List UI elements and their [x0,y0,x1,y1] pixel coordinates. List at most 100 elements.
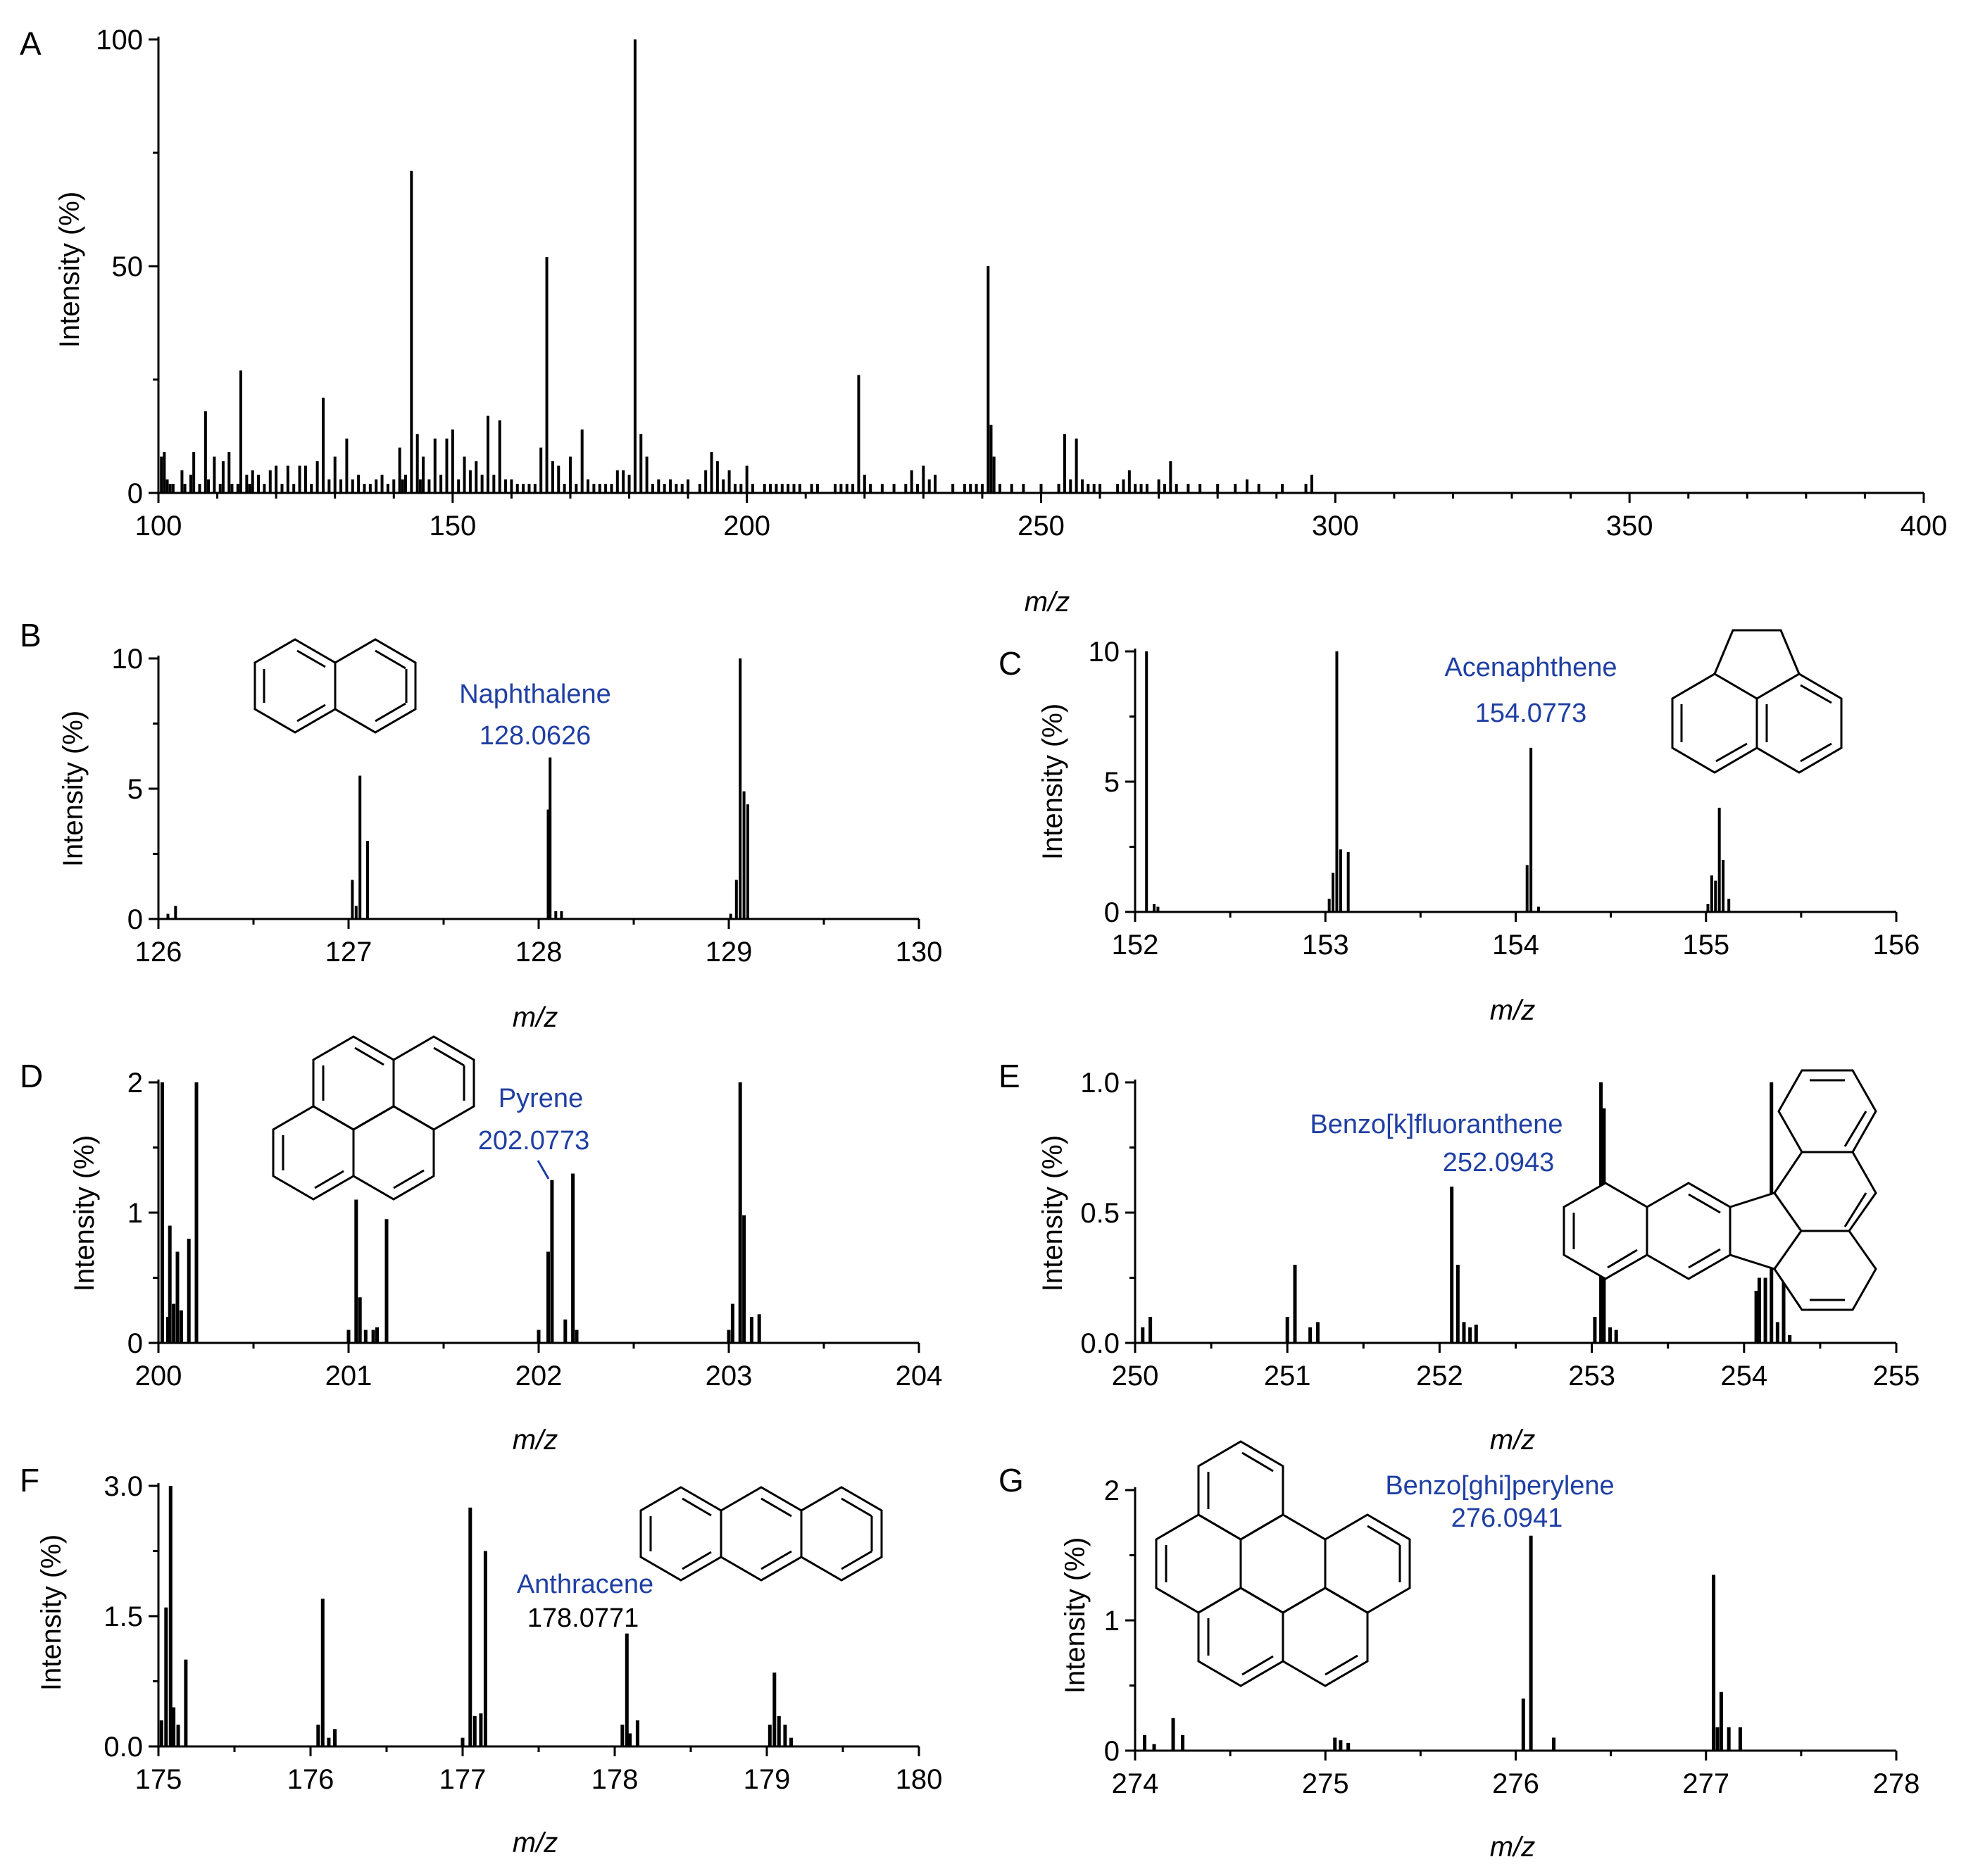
peak-bar-f [772,1672,777,1746]
x-tick-label-e: 250 [1112,1361,1159,1392]
peak-bar-a [592,484,596,493]
y-axis-label-f: Intensity (%) [36,1534,67,1691]
x-tick-label-e: 253 [1568,1361,1615,1392]
peak-bar-f [461,1737,465,1746]
peak-bar-g [1738,1727,1742,1751]
peak-bar-a [633,39,637,493]
benzo-ghi-perylene-structure [1155,1440,1411,1687]
peak-bar-a [486,415,489,493]
peak-bar-a [880,484,884,493]
peak-bar-b [746,804,749,919]
peak-bar-a [916,484,920,493]
peak-bar-a [163,452,166,493]
peak-bar-a [248,484,251,493]
naphthalene-ring-right [334,638,417,734]
x-tick-label-c: 152 [1112,930,1159,961]
peak-bar-a [687,479,690,493]
peak-bar-g [1152,1744,1156,1751]
peak-bar-g [1552,1737,1556,1751]
peak-bar-a [557,465,561,493]
peak-bar-a [951,484,955,493]
peak-bar-d [179,1310,183,1343]
naphthalene-double-bond [296,704,326,723]
peak-bar-a [1257,484,1260,493]
peak-bar-c [1529,747,1533,912]
annotation-name-g: Benzo[ghi]perylene [1385,1471,1614,1501]
peak-bar-a [1039,484,1043,493]
peak-bar-c [1346,851,1350,912]
peak-bar-d [175,1251,180,1343]
annotation-mass-b: 128.0626 [480,721,591,751]
pyrene-ring-left [272,1105,355,1201]
anthracene-double-bond [841,1550,872,1570]
x-tick-label-a: 200 [723,511,770,542]
x-tick-label-a: 350 [1606,511,1653,542]
peak-bar-c [1335,651,1339,912]
peak-bar-c [1536,906,1540,912]
peak-bar-a [268,470,272,493]
peak-bar-a [230,484,234,493]
peak-bar-c [1145,651,1148,912]
peak-bar-f [333,1729,337,1746]
peak-bar-a [418,479,422,493]
plot-area-g: 0 1 2 274 275 276 277 278 [1104,1475,1920,1799]
peak-bar-a [398,447,401,493]
peak-bar-a [439,475,443,493]
plot-area-f: 0.0 1.5 3.0 175 176 177 178 179 180 [104,1471,942,1795]
peak-bar-b [354,906,358,919]
peak-bar-f [620,1725,625,1746]
acenaphthene-bridge [1713,629,1801,675]
x-tick-label-c: 155 [1682,930,1729,961]
peak-bar-d [727,1330,731,1343]
panel-d: D Intensity (%) m/z Pyrene 202.0773 0 1 2 2… [20,1035,942,1456]
peak-bar-f [176,1725,180,1746]
bghip-ring-top [1197,1440,1284,1541]
x-tick-label-e: 252 [1416,1361,1463,1392]
peak-bar-a [1245,479,1248,493]
bghip-double-bond [1367,1525,1401,1546]
anthracene-ring-2 [720,1486,803,1582]
peak-bar-f [625,1633,629,1746]
peak-bar-e [1614,1330,1618,1343]
peak-bar-e [1450,1187,1454,1343]
peak-bar-a [587,479,590,493]
peak-bar-a [927,479,931,493]
peak-bar-a [168,484,172,493]
peak-bar-a [410,170,413,493]
x-tick-label-b: 128 [515,937,563,968]
peak-bar-f [472,1715,477,1746]
panel-c: C Intensity (%) m/z Acenaphthene 154.077… [998,629,1920,1026]
peak-bar-c [1153,903,1156,912]
peak-bar-a [1187,484,1190,493]
peak-bar-a [522,484,525,493]
peak-bar-f [159,1720,163,1746]
x-tick-label-g: 277 [1682,1768,1729,1799]
peak-bar-a [386,484,389,493]
x-tick-label-d: 202 [515,1361,563,1392]
y-tick-label-a: 100 [96,25,143,56]
peak-bar-a [221,461,225,493]
peak-bar-a [998,484,1002,493]
peak-bar-a [639,434,643,493]
y-tick-label-c: 5 [1104,767,1120,798]
peak-bar-a [171,484,175,493]
peak-bar-c [1327,899,1331,912]
annotation-name-d: Pyrene [499,1084,583,1113]
peak-bar-a [1169,461,1172,493]
peak-bar-c [1710,875,1713,912]
peak-bar-g [1333,1737,1337,1751]
pyrene-ring-right [392,1035,475,1131]
peak-bar-a [1116,484,1120,493]
acenaphthene-double-bond [1715,742,1748,763]
x-tick-label-f: 176 [287,1764,334,1795]
peak-bar-e [1763,1277,1767,1343]
peak-bar-a [380,475,384,493]
panel-letter-e: E [998,1058,1020,1094]
y-tick-label-b: 0 [127,904,143,935]
peak-bar-a [1022,484,1025,493]
peak-bar-a [780,484,784,493]
peak-bar-f [783,1725,787,1746]
peak-bar-d [757,1314,761,1343]
peak-bar-a [236,484,239,493]
peak-bar-f [483,1551,487,1746]
